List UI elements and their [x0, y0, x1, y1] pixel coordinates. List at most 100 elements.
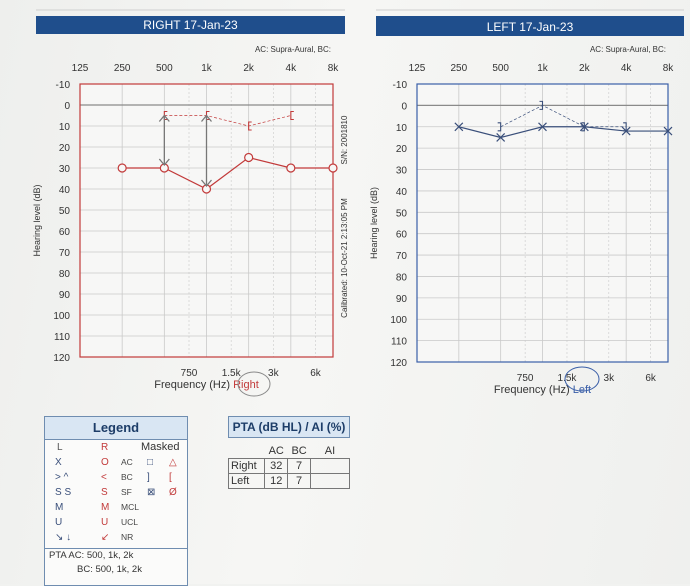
- chart0-ytick-label: 10: [59, 122, 71, 133]
- chart1-ytick-label: 10: [396, 123, 408, 134]
- chart1-ytick-label: 40: [396, 187, 408, 198]
- chart1-bc-point: [497, 122, 502, 132]
- air-bone-gap-arrow: [158, 114, 170, 167]
- left-ear-circle: [564, 366, 600, 392]
- legend-row: S S S SF ⊠ Ø: [45, 485, 187, 500]
- chart0-bottom-tick: 750: [181, 368, 198, 379]
- chart0-ytick-label: 40: [59, 185, 71, 196]
- legend-row: U U UCL: [45, 515, 187, 530]
- pta-row-left: Left 12 7: [227, 473, 350, 489]
- legend-right-symbol: O: [101, 457, 109, 468]
- legend-left-symbol: S S: [55, 487, 72, 498]
- legend-col-right: R: [101, 442, 109, 453]
- chart1-bottom-tick: 750: [517, 373, 534, 384]
- chart0-top-tick: 125: [72, 63, 89, 74]
- legend-symbol-label: SF: [121, 487, 132, 497]
- legend-masked-left: ]: [147, 472, 150, 483]
- chart1-xlabel-ear: Left: [573, 384, 591, 396]
- chart0-xlabel-text: Frequency (Hz): [154, 379, 233, 391]
- chart0-bottom-tick: 3k: [268, 368, 280, 379]
- chart0-ytick-label: 20: [59, 143, 71, 154]
- chart0-top-tick: 8k: [328, 63, 340, 74]
- pta-ai-value: [310, 473, 350, 489]
- chart0-series-line-AC: [122, 156, 333, 190]
- chart1-xlabel-text: Frequency (Hz): [494, 384, 573, 396]
- legend-masked-right: △: [169, 457, 177, 468]
- chart1-bottom-tick: 1.5k: [558, 373, 578, 384]
- legend-masked-left: ⊠: [147, 487, 156, 498]
- chart1-ytick-label: 50: [396, 208, 408, 219]
- chart1-top-tick: 4k: [621, 63, 633, 74]
- pta-bc-value: 7: [287, 473, 311, 489]
- chart1-ac-point: [538, 122, 547, 132]
- legend-symbol-label: NR: [121, 532, 134, 542]
- chart1-ytick-label: 90: [396, 294, 408, 305]
- legend-symbol-label: UCL: [121, 517, 139, 527]
- chart0-top-tick: 1k: [201, 63, 213, 74]
- chart1-ytick-label: 70: [396, 251, 408, 262]
- chart0-serial: S/N: 2001810: [340, 115, 349, 164]
- pta-header-blank: [229, 444, 265, 459]
- legend-row: M M MCL: [45, 500, 187, 515]
- chart1-series-line-AC: [458, 126, 668, 139]
- chart0-ac-point: [117, 163, 127, 173]
- chart1-bc-point: [539, 100, 544, 110]
- chart1-title: LEFT 17-Jan-23: [487, 20, 574, 34]
- legend-left-symbol: M: [55, 502, 64, 513]
- chart0-bc-point: [290, 110, 294, 121]
- pta-header-ac: AC: [268, 445, 284, 457]
- legend-symbol-label: BC: [121, 472, 133, 482]
- air-bone-gap-arrow: [201, 114, 212, 188]
- chart0-ac-point: [244, 152, 254, 163]
- chart1-ac-point: [663, 126, 673, 136]
- chart0-calibration: Calibrated: 10-Oct-21 2:13:05 PM: [340, 198, 349, 318]
- chart0-top-tick: 250: [114, 63, 131, 74]
- chart1-top-tick: 125: [409, 63, 426, 74]
- legend-rows: X O AC □ △ > ^ < BC] [S S S SF ⊠ Ø M M MCL U U UCL ↘ ↓ ↙ NR: [45, 455, 187, 545]
- chart0-title-band: [36, 16, 345, 34]
- legend-col-left: L: [57, 442, 63, 453]
- chart1-series-line-BC: [500, 104, 627, 128]
- chart0-top-tick: 2k: [243, 63, 255, 74]
- chart0-ac-point: [328, 163, 338, 173]
- chart0-ytick-label: 120: [53, 353, 70, 364]
- chart0-ac-point: [286, 163, 296, 173]
- chart0-ytick-label: 50: [59, 206, 71, 217]
- legend-header-row: L R Masked: [45, 440, 187, 455]
- chart1-top-tick: 2k: [579, 63, 591, 74]
- chart0-bottom-tick: 6k: [310, 368, 322, 379]
- legend-right-symbol: M: [101, 502, 110, 513]
- pta-ear: Left: [227, 473, 266, 489]
- pta-ai-value: [310, 458, 350, 474]
- legend-row: ↘ ↓ ↙ NR: [45, 530, 187, 545]
- legend-right-symbol: ↙: [101, 532, 110, 543]
- chart1-frame: [416, 83, 669, 363]
- chart0-series-line-BC: [164, 115, 291, 127]
- legend-symbol-label: AC: [121, 457, 133, 467]
- chart0-xlabel: Frequency (Hz) Right: [154, 379, 259, 391]
- pta-header-row: AC BC AI: [229, 444, 350, 459]
- chart0-top-tick: 500: [156, 63, 173, 74]
- chart1-top-tick: 8k: [663, 63, 675, 74]
- chart0-ytick-label: 100: [53, 311, 70, 322]
- chart1-bc-point: [623, 122, 627, 132]
- chart0-bc-point: [248, 121, 252, 131]
- chart0-subtitle: AC: Supra-Aural, BC:: [255, 45, 331, 54]
- chart1-ytick-label: -10: [393, 80, 408, 91]
- pta-header-bc: BC: [291, 445, 307, 457]
- chart0-ylabel: Hearing level (dB): [32, 184, 42, 256]
- chart1-ytick-label: 120: [390, 358, 407, 369]
- chart0-top-tick: 4k: [286, 63, 298, 74]
- chart1-top-tick: 500: [492, 63, 509, 74]
- chart1-ytick-label: 80: [396, 272, 408, 283]
- legend-row: > ^ < BC] [: [45, 470, 187, 485]
- legend-left-symbol: > ^: [55, 472, 69, 483]
- pta-header-ai: AI: [324, 445, 336, 457]
- chart1-bc-point: [581, 122, 585, 132]
- legend-pta-line1: PTA AC: 500, 1k, 2k: [49, 550, 134, 561]
- chart0-ytick-label: -10: [56, 80, 71, 91]
- legend-col-masked: Masked: [141, 441, 180, 453]
- legend-box: Legend L R Masked X O AC □ △ > ^ < BC] [S S S SF ⊠ Ø…: [44, 416, 188, 586]
- chart0-ytick-label: 60: [59, 227, 71, 238]
